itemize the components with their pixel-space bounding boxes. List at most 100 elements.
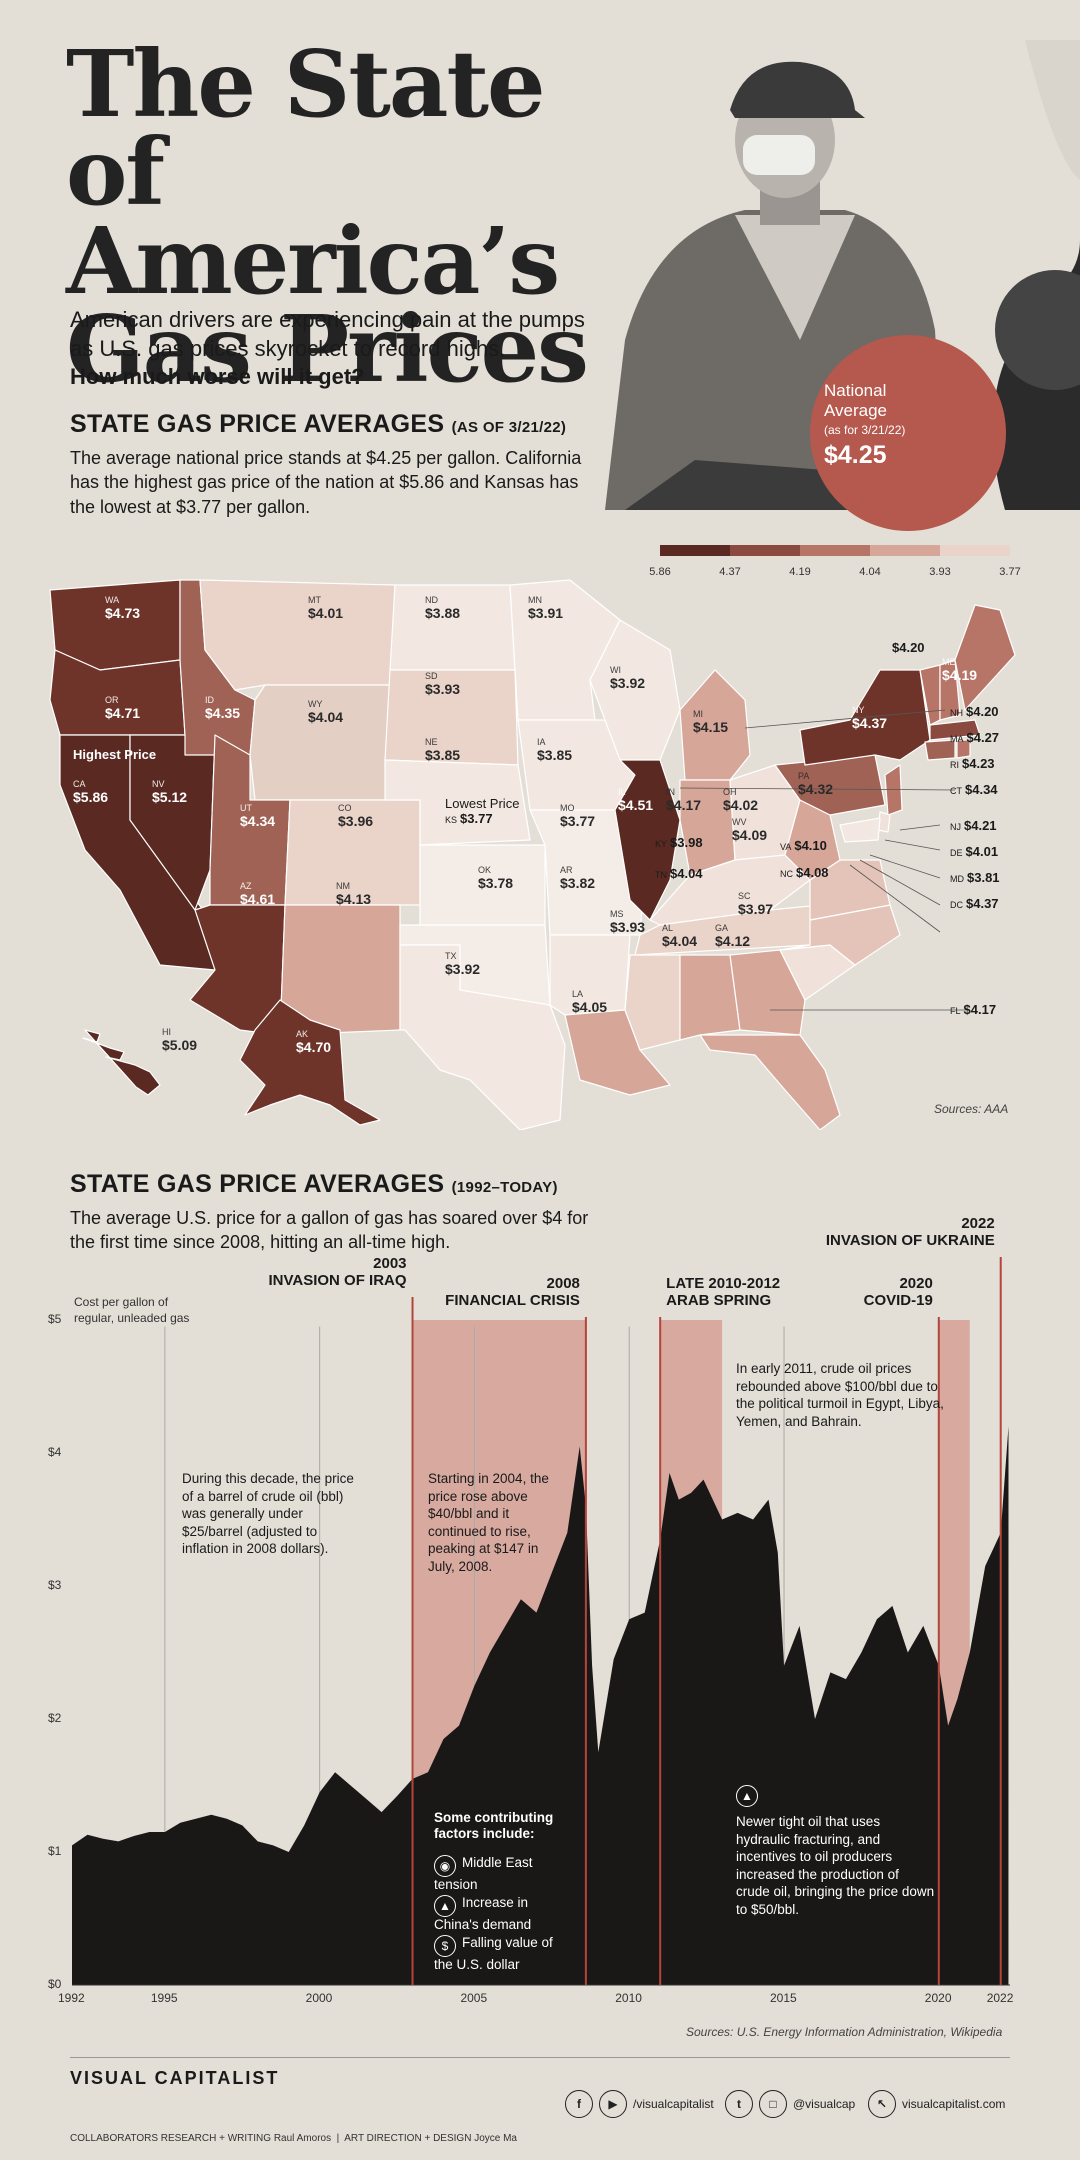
map-label-AZ: AZ $4.61 [240, 881, 276, 907]
map-label-OH: OH $4.02 [723, 787, 759, 813]
factor-item: ▲ Increase in China's demand [434, 1895, 532, 1932]
social-twitter-instagram[interactable]: t □ @visualcap [725, 2090, 855, 2118]
leader-line [869, 854, 941, 879]
map-label-MN: MN $3.91 [528, 595, 564, 621]
x-tick-label: 2005 [460, 1991, 488, 2005]
map-label-MS: MS $3.93 [610, 909, 646, 935]
state-CT [924, 739, 956, 761]
map-label-IN: IN $4.17 [666, 787, 702, 813]
social-facebook-youtube[interactable]: f ▶ /visualcapitalist [565, 2090, 714, 2118]
gas-price-area [72, 1426, 1009, 1985]
national-average-badge: National Average (as for 3/21/22) $4.25 [810, 335, 1006, 531]
visual-capitalist-logo: VISUAL CAPITALIST [70, 2068, 280, 2088]
legend-swatch [870, 545, 940, 556]
state-NH [939, 659, 961, 721]
map-label-DE: DE $4.01 [950, 844, 999, 859]
map-label-NV: NV $5.12 [152, 779, 188, 805]
map-label-IL: IL $4.51 [618, 787, 654, 813]
event-label: 2003 INVASION OF IRAQ [268, 1255, 407, 1290]
note-2011: In early 2011, crude oil prices rebounde… [736, 1361, 944, 1429]
credits: COLLABORATORS RESEARCH + WRITING Raul Am… [70, 2133, 517, 2144]
national-average-label-1: National [824, 381, 887, 400]
leader-line [849, 864, 941, 933]
leader-line [679, 787, 956, 791]
y-tick-label: $2 [48, 1711, 62, 1725]
y-tick-label: $3 [48, 1578, 62, 1592]
map-svg [49, 579, 1016, 1130]
youtube-icon[interactable]: ▶ [599, 2090, 627, 2118]
legend-swatch [730, 545, 800, 556]
state-NJ [884, 764, 903, 816]
map-label-RI: RI $4.23 [950, 756, 995, 771]
national-average-date: (as for 3/21/22) [824, 423, 906, 437]
event-label: 2022 INVASION OF UKRAINE [825, 1215, 995, 1250]
map-label-SD: SD $3.93 [425, 671, 461, 697]
dollar-icon: $ [434, 1935, 456, 1957]
leader-line [744, 709, 946, 729]
map-label-GA: GA $4.12 [715, 923, 751, 949]
page-title: The State of America’s Gas Prices [66, 38, 626, 403]
y-axis-title: Cost per gallon of regular, unleaded gas [74, 1295, 190, 1325]
map-label-IA: IA $3.85 [537, 737, 573, 763]
lowest-price-callout: Lowest Price KS $3.77 [445, 796, 519, 826]
map-label-LA: LA $4.05 [572, 989, 608, 1015]
x-tick-label: 2022 [986, 1991, 1014, 2005]
map-label-AK: AK $4.70 [296, 1029, 332, 1055]
legend-bar [660, 545, 1010, 556]
map-label-CO: CO $3.96 [338, 803, 374, 829]
map-label-KY: KY $3.98 [655, 835, 703, 850]
map-sources: Sources: AAA [934, 1102, 1009, 1116]
x-tick-label: 2015 [770, 1991, 797, 2005]
twitter-icon[interactable]: t [725, 2090, 753, 2118]
map-label-VA: VA $4.10 [780, 838, 827, 853]
national-average-label-2: Average [824, 400, 888, 420]
map-label-CA: CA $5.86 [73, 779, 109, 805]
us-choropleth-map: WA $4.73 OR $4.71 Highest Price CA $5.86 NV… [40, 560, 1050, 1130]
map-label-VT: $4.20 [892, 640, 925, 655]
state-TX [399, 944, 566, 1130]
footer-divider [70, 2057, 1010, 2058]
event-label: 2020 COVID-19 [863, 1275, 933, 1310]
map-title: STATE GAS PRICE AVERAGES [70, 410, 445, 438]
map-label-AR: AR $3.82 [560, 865, 596, 891]
map-label-MA: MA $4.27 [950, 730, 1000, 745]
map-description: The average national price stands at $4.… [70, 448, 582, 517]
map-title-note: (AS OF 3/21/22) [451, 419, 567, 436]
title-line-2: America’s [66, 206, 560, 315]
title-line-3: Gas Prices [66, 294, 589, 403]
map-label-WV: WV $4.09 [732, 817, 768, 843]
map-label-HI: HI $5.09 [162, 1027, 198, 1053]
map-label-MD: MD $3.81 [950, 870, 1000, 885]
state-MS [624, 954, 681, 1051]
map-label-UT: UT $4.34 [240, 803, 276, 829]
map-label-ME: ME $4.19 [942, 657, 978, 683]
map-label-WY: WY $4.04 [308, 699, 344, 725]
state-MN [509, 579, 621, 721]
state-HI [82, 1029, 161, 1096]
state-RI [956, 739, 971, 759]
facebook-icon[interactable]: f [565, 2090, 593, 2118]
lowest-price-label: Lowest Price [445, 796, 520, 811]
cursor-icon: ↖ [868, 2090, 896, 2118]
website-link[interactable]: ↖ visualcapitalist.com [868, 2090, 1005, 2118]
factory-icon: ▲ [434, 1895, 456, 1917]
map-label-NJ: NJ $4.21 [950, 818, 997, 833]
highest-price-callout: Highest Price [73, 747, 157, 762]
legend-label: 4.37 [719, 566, 741, 578]
map-label-OK: OK $3.78 [478, 865, 514, 891]
state-AL [679, 954, 741, 1041]
x-tick-label: 2020 [924, 1991, 952, 2005]
map-label-FL: FL $4.17 [950, 1002, 997, 1017]
legend-swatch [660, 545, 730, 556]
map-label-OR: OR $4.71 [105, 695, 141, 721]
x-tick-label: 1992 [58, 1991, 85, 2005]
history-title: STATE GAS PRICE AVERAGES [70, 1170, 445, 1198]
map-label-WI: WI $3.92 [610, 665, 646, 691]
note-2004: Starting in 2004, the price rose above $… [428, 1471, 549, 1574]
y-tick-label: $5 [48, 1312, 62, 1326]
intro-text: American drivers are experiencing pain a… [70, 306, 590, 392]
state-WV [784, 799, 841, 881]
map-label-WA: WA $4.73 [105, 595, 141, 621]
map-label-NH: NH $4.20 [950, 704, 999, 719]
instagram-icon[interactable]: □ [759, 2090, 787, 2118]
